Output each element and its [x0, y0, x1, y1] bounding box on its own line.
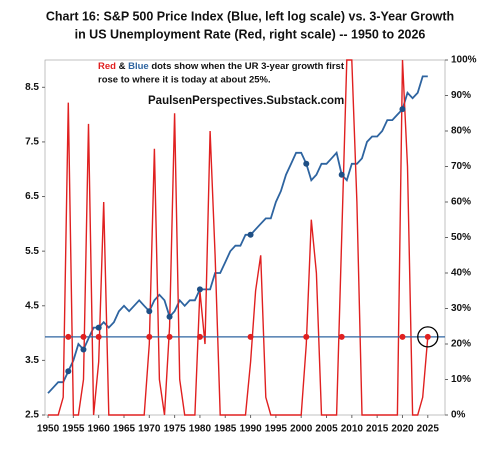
x-tick-label: 1995 [265, 424, 288, 435]
x-tick-label: 1955 [62, 424, 85, 435]
x-tick-label: 1970 [138, 424, 161, 435]
blue-dot [80, 346, 87, 353]
annotation: Red & Blue dots show when the UR 3-year … [98, 61, 345, 72]
y2-tick-label: 60% [451, 197, 471, 208]
y2-tick-label: 0% [451, 410, 466, 421]
x-tick-label: 1950 [37, 424, 60, 435]
red-dot [80, 333, 87, 340]
annotation-text: & [116, 61, 128, 72]
y2-tick-label: 20% [451, 339, 471, 350]
blue-dot [95, 324, 102, 331]
annotation-blue: Blue [128, 61, 149, 72]
red-dot [95, 333, 102, 340]
y2-tick-label: 30% [451, 303, 471, 314]
x-tick-label: 2025 [417, 424, 440, 435]
ur-growth-line [48, 59, 429, 416]
y2-tick-label: 80% [451, 126, 471, 137]
red-dot [247, 333, 254, 340]
red-dot [166, 333, 173, 340]
blue-dot [399, 106, 406, 113]
x-tick-label: 2015 [366, 424, 389, 435]
source: PaulsenPerspectives.Substack.com [148, 95, 344, 107]
y-tick-label: 8.5 [25, 82, 39, 93]
blue-dot [196, 286, 203, 293]
y2-tick-label: 90% [451, 90, 471, 101]
y2-tick-label: 10% [451, 374, 471, 385]
annotation-red: Red [98, 61, 116, 72]
x-tick-label: 1975 [163, 424, 186, 435]
blue-dot [146, 308, 153, 315]
y-tick-label: 3.5 [25, 355, 39, 366]
y2-tick-label: 40% [451, 268, 471, 279]
blue-dot [303, 160, 310, 167]
blue-dot [247, 231, 254, 238]
x-tick-label: 1990 [239, 424, 262, 435]
sp500-line [47, 75, 428, 394]
chart-title: Chart 16: S&P 500 Price Index (Blue, lef… [46, 9, 454, 23]
blue-dot [166, 313, 173, 320]
x-tick-label: 2000 [290, 424, 313, 435]
x-tick-label: 2020 [391, 424, 414, 435]
highlight-circle [417, 326, 439, 348]
blue-dot [338, 171, 345, 178]
y-tick-label: 7.5 [25, 137, 39, 148]
x-tick-label: 1965 [113, 424, 136, 435]
red-dot [399, 333, 406, 340]
x-tick-label: 1985 [214, 424, 237, 435]
y2-tick-label: 70% [451, 161, 471, 172]
red-dot [303, 333, 310, 340]
y-tick-label: 5.5 [25, 246, 39, 257]
red-dot [146, 333, 153, 340]
annotation-text: dots show when the UR 3-year growth firs… [149, 61, 345, 72]
y2-tick-label: 50% [451, 232, 471, 243]
red-dot [196, 333, 203, 340]
x-tick-label: 1980 [189, 424, 212, 435]
blue-dot [65, 368, 72, 375]
y2-tick-label: 100% [451, 55, 477, 66]
red-dot [424, 333, 431, 340]
red-dot [65, 333, 72, 340]
x-tick-label: 1960 [88, 424, 111, 435]
y-tick-label: 2.5 [25, 410, 39, 421]
red-dot [338, 333, 345, 340]
x-tick-label: 2010 [341, 424, 364, 435]
y-tick-label: 4.5 [25, 300, 39, 311]
annotation: rose to where it is today at about 25%. [98, 75, 271, 86]
x-tick-label: 2005 [315, 424, 338, 435]
y-tick-label: 6.5 [25, 191, 39, 202]
chart-title: in US Unemployment Rate (Red, right scal… [75, 27, 426, 41]
